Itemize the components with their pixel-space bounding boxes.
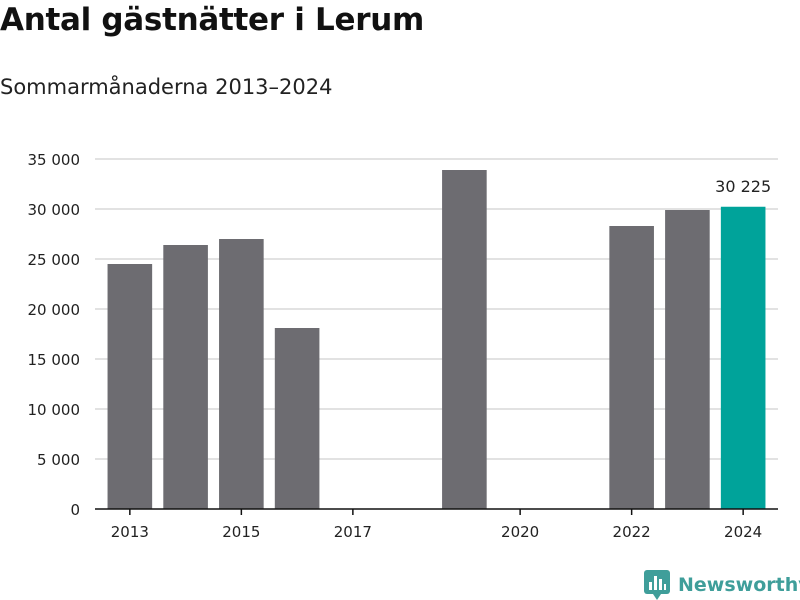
data-label: 30 225 (715, 177, 771, 196)
x-tick-label: 2015 (222, 523, 260, 541)
bar (163, 245, 208, 509)
bar (219, 239, 264, 509)
y-tick-label: 35 000 (28, 151, 81, 169)
bar (665, 210, 710, 509)
bar (442, 170, 487, 509)
chart-title: Antal gästnätter i Lerum (0, 2, 424, 38)
y-tick-label: 20 000 (28, 301, 81, 319)
y-tick-label: 15 000 (28, 351, 81, 369)
x-tick-label: 2017 (334, 523, 372, 541)
x-tick-label: 2022 (613, 523, 651, 541)
x-tick-label: 2024 (724, 523, 762, 541)
y-tick-label: 25 000 (28, 251, 81, 269)
chart-subtitle: Sommarmånaderna 2013–2024 (0, 75, 333, 99)
y-tick-label: 10 000 (28, 401, 81, 419)
bar (107, 264, 153, 509)
newsworthy-logo: Newsworthy (644, 570, 800, 600)
y-tick-label: 0 (70, 501, 80, 519)
brand-name: Newsworthy (678, 574, 800, 596)
x-tick-label: 2013 (111, 523, 149, 541)
bar (274, 328, 320, 509)
y-tick-label: 30 000 (28, 201, 81, 219)
bar (720, 206, 766, 509)
x-tick-label: 2020 (501, 523, 539, 541)
newsworthy-logo-icon (644, 570, 670, 600)
y-tick-label: 5 000 (37, 451, 80, 469)
bar (609, 226, 654, 509)
